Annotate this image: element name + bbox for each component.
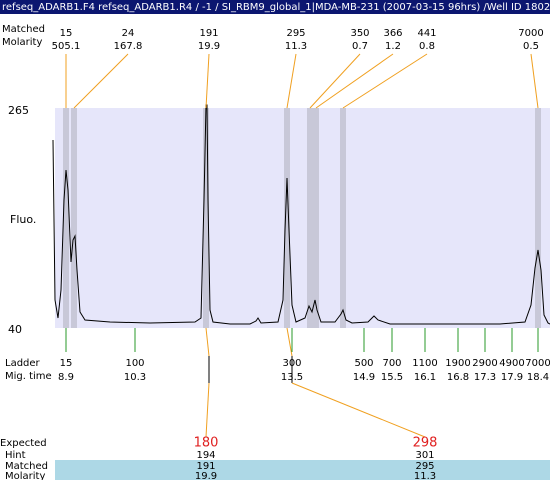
expected-hint: 194 <box>196 450 215 461</box>
peak-size: 191 <box>199 28 218 39</box>
peak-band <box>340 108 346 328</box>
connector <box>205 53 210 109</box>
ladder-size: 300 <box>282 358 301 369</box>
trace <box>52 104 550 325</box>
peak-molarity: 1.2 <box>385 41 401 52</box>
peak-size: 15 <box>60 28 73 39</box>
peak-size: 24 <box>122 28 135 39</box>
row-label: Hint <box>5 450 26 461</box>
peak-band <box>71 108 77 328</box>
peak-band <box>63 108 69 328</box>
mig-time: 14.9 <box>353 372 375 383</box>
row-label: Ladder <box>5 358 41 369</box>
mig-time: 18.4 <box>527 372 549 383</box>
connector <box>309 53 361 109</box>
connector <box>73 53 129 109</box>
mig-time: 16.1 <box>414 372 436 383</box>
ladder-size: 2900 <box>472 358 497 369</box>
connector <box>342 53 428 109</box>
ladder-size: 7000 <box>525 358 550 369</box>
row-label: Molarity <box>5 471 45 480</box>
title: refseq_ADARB1.F4 refseq_ADARB1.R4 / -1 /… <box>2 2 550 13</box>
peak-band <box>284 108 290 328</box>
mig-time: 17.3 <box>474 372 496 383</box>
peak-size: 441 <box>417 28 436 39</box>
peak-molarity: 505.1 <box>52 41 81 52</box>
connector <box>530 53 539 109</box>
row-label: Matched <box>2 24 45 35</box>
y-top: 265 <box>8 104 29 117</box>
ladder-size: 1100 <box>412 358 437 369</box>
plot-area <box>55 108 550 328</box>
peak-band <box>307 108 313 328</box>
peak-size: 366 <box>383 28 402 39</box>
ladder-size: 700 <box>382 358 401 369</box>
expected-expected: 298 <box>413 436 438 451</box>
row-label: Mig. time <box>5 371 52 382</box>
expected-matched: 191 <box>196 461 215 472</box>
peak-molarity: 11.3 <box>285 41 307 52</box>
connector <box>286 53 297 109</box>
row-label: Matched <box>5 461 48 472</box>
expected-molarity: 11.3 <box>414 471 436 480</box>
title-bar <box>0 0 550 14</box>
expected-expected: 180 <box>194 436 219 451</box>
peak-band <box>203 108 209 328</box>
expected-molarity: 19.9 <box>195 471 217 480</box>
connector <box>291 382 426 438</box>
connector <box>205 382 210 438</box>
ladder-size: 100 <box>125 358 144 369</box>
ladder-size: 1900 <box>445 358 470 369</box>
peak-molarity: 0.7 <box>352 41 368 52</box>
expected-hint: 301 <box>415 450 434 461</box>
connector <box>286 327 293 357</box>
peak-molarity: 167.8 <box>114 41 143 52</box>
mig-time: 10.3 <box>124 372 146 383</box>
peak-molarity: 0.8 <box>419 41 435 52</box>
ladder-size: 15 <box>60 358 73 369</box>
peak-size: 295 <box>286 28 305 39</box>
connector <box>205 327 210 357</box>
peak-molarity: 19.9 <box>198 41 220 52</box>
ladder-size: 4900 <box>499 358 524 369</box>
y-bottom: 40 <box>8 323 22 336</box>
mig-time: 16.8 <box>447 372 469 383</box>
mig-time: 13.5 <box>281 372 303 383</box>
matched-band <box>55 460 550 480</box>
y-label: Fluo. <box>10 213 36 226</box>
peak-band <box>313 108 319 328</box>
peak-size: 7000 <box>518 28 543 39</box>
connector <box>315 53 394 109</box>
peak-band <box>535 108 541 328</box>
expected-matched: 295 <box>415 461 434 472</box>
peak-size: 350 <box>350 28 369 39</box>
mig-time: 17.9 <box>501 372 523 383</box>
mig-time: 8.9 <box>58 372 74 383</box>
mig-time: 15.5 <box>381 372 403 383</box>
peak-molarity: 0.5 <box>523 41 539 52</box>
row-label: Molarity <box>2 37 42 48</box>
ladder-size: 500 <box>354 358 373 369</box>
row-label: Expected <box>0 438 47 449</box>
